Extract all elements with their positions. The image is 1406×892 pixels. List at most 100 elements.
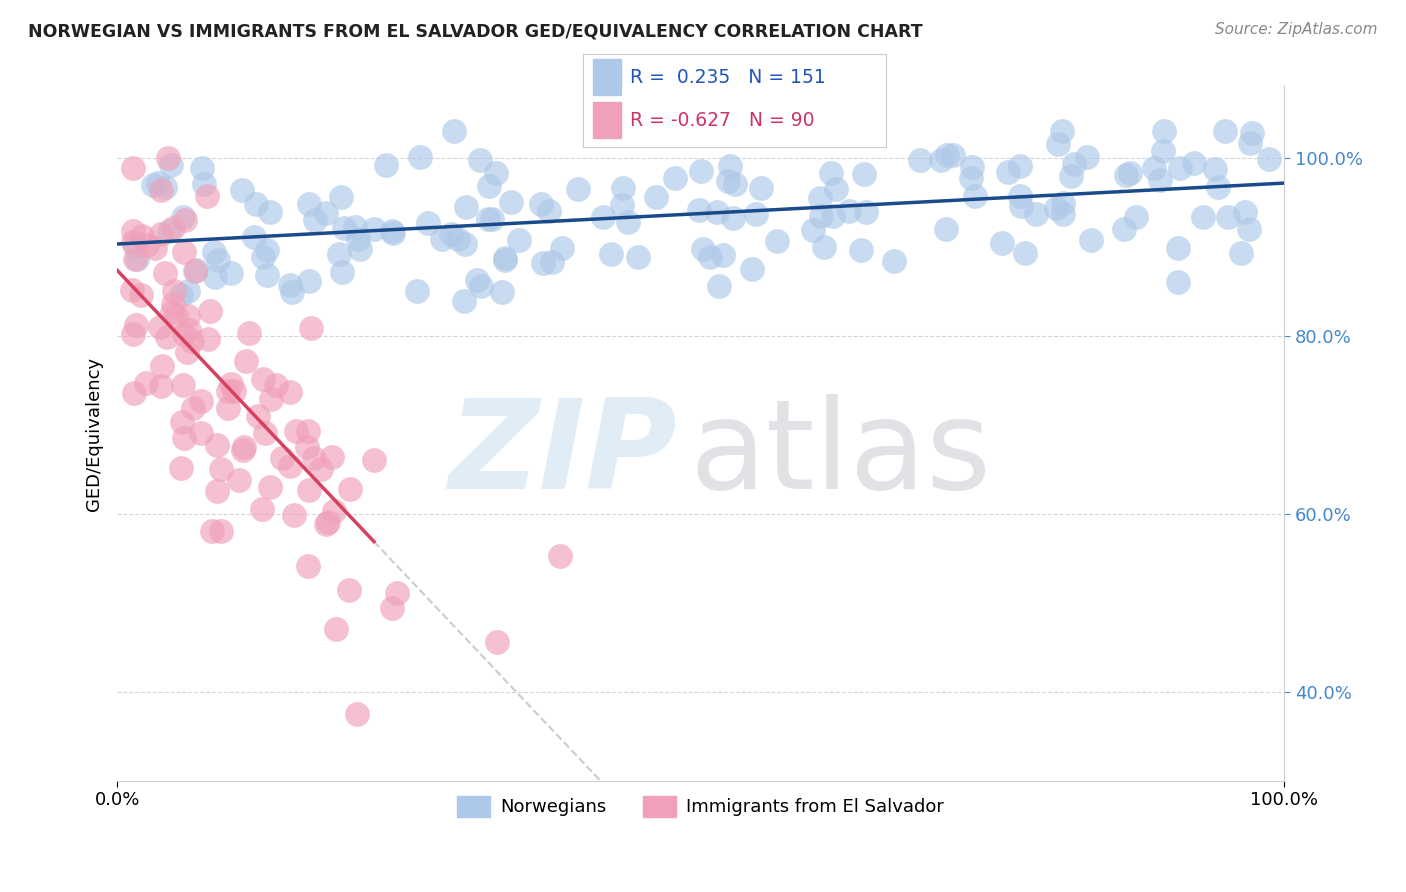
Point bbox=[808, 191, 831, 205]
Point bbox=[284, 425, 307, 439]
Point bbox=[718, 159, 741, 173]
Point bbox=[456, 201, 478, 215]
Point bbox=[302, 450, 325, 465]
Point bbox=[333, 221, 356, 235]
Point bbox=[172, 211, 194, 225]
Point bbox=[724, 177, 747, 191]
Point bbox=[1167, 241, 1189, 255]
Point bbox=[124, 239, 146, 253]
Point bbox=[207, 252, 229, 267]
Point bbox=[122, 235, 145, 249]
Point bbox=[181, 401, 204, 416]
Point bbox=[278, 458, 301, 473]
Point bbox=[478, 178, 501, 193]
Point bbox=[485, 634, 508, 648]
Point bbox=[259, 204, 281, 219]
Point bbox=[142, 178, 165, 192]
Point bbox=[454, 236, 477, 251]
Point bbox=[235, 354, 257, 368]
Point bbox=[204, 245, 226, 260]
Point bbox=[1125, 210, 1147, 224]
Point bbox=[193, 178, 215, 192]
Point bbox=[177, 323, 200, 337]
Point bbox=[689, 202, 711, 217]
Point bbox=[238, 326, 260, 340]
Point bbox=[1046, 136, 1069, 151]
Point bbox=[1008, 188, 1031, 202]
Point bbox=[963, 189, 986, 203]
Point bbox=[1112, 222, 1135, 236]
Point bbox=[810, 209, 832, 223]
Point bbox=[297, 483, 319, 497]
Point bbox=[315, 206, 337, 220]
Point bbox=[409, 150, 432, 164]
Point bbox=[387, 586, 409, 600]
Point bbox=[1152, 145, 1174, 159]
Point bbox=[548, 549, 571, 563]
Point bbox=[173, 432, 195, 446]
Point bbox=[717, 174, 740, 188]
Point bbox=[184, 264, 207, 278]
Point bbox=[1052, 207, 1074, 221]
Point bbox=[177, 285, 200, 299]
Point bbox=[531, 256, 554, 270]
Point bbox=[337, 583, 360, 598]
Text: atlas: atlas bbox=[689, 394, 991, 515]
Point bbox=[440, 227, 463, 241]
Point bbox=[219, 266, 242, 280]
Point bbox=[121, 327, 143, 342]
Point bbox=[1258, 152, 1281, 166]
Point bbox=[1153, 124, 1175, 138]
Bar bbox=[592, 59, 621, 95]
Point bbox=[298, 274, 321, 288]
Point bbox=[823, 209, 845, 223]
Point bbox=[253, 425, 276, 440]
Point bbox=[232, 442, 254, 457]
Point bbox=[228, 473, 250, 487]
Point bbox=[855, 204, 877, 219]
Legend: Norwegians, Immigrants from El Salvador: Norwegians, Immigrants from El Salvador bbox=[450, 789, 952, 824]
Point bbox=[929, 153, 952, 167]
Point bbox=[204, 270, 226, 285]
Point bbox=[256, 268, 278, 282]
Point bbox=[612, 181, 634, 195]
Point bbox=[936, 148, 959, 162]
Point bbox=[664, 171, 686, 186]
Point bbox=[494, 252, 516, 267]
Point bbox=[170, 461, 193, 475]
Point bbox=[271, 450, 294, 465]
Point bbox=[960, 171, 983, 186]
Point bbox=[259, 480, 281, 494]
Point bbox=[242, 229, 264, 244]
Point bbox=[600, 247, 623, 261]
Point bbox=[1230, 245, 1253, 260]
Point bbox=[825, 182, 848, 196]
Point bbox=[1010, 199, 1032, 213]
Point bbox=[838, 203, 860, 218]
Point bbox=[195, 189, 218, 203]
Point bbox=[1052, 195, 1074, 210]
Point bbox=[278, 277, 301, 292]
Point bbox=[494, 252, 516, 266]
Point bbox=[416, 216, 439, 230]
Point bbox=[942, 148, 965, 162]
Point bbox=[349, 242, 371, 256]
Point bbox=[184, 263, 207, 277]
Point bbox=[1045, 201, 1067, 215]
Point bbox=[190, 425, 212, 440]
Point bbox=[153, 180, 176, 194]
Point bbox=[1182, 156, 1205, 170]
Point bbox=[501, 194, 523, 209]
Point bbox=[481, 211, 503, 226]
Text: R =  0.235   N = 151: R = 0.235 N = 151 bbox=[630, 69, 827, 87]
Point bbox=[644, 190, 666, 204]
Point bbox=[332, 265, 354, 279]
Point bbox=[280, 285, 302, 299]
Point bbox=[329, 189, 352, 203]
Point bbox=[363, 222, 385, 236]
Point bbox=[538, 203, 561, 218]
Point bbox=[813, 240, 835, 254]
Point bbox=[252, 372, 274, 386]
Point bbox=[233, 440, 256, 454]
Point bbox=[1239, 222, 1261, 236]
